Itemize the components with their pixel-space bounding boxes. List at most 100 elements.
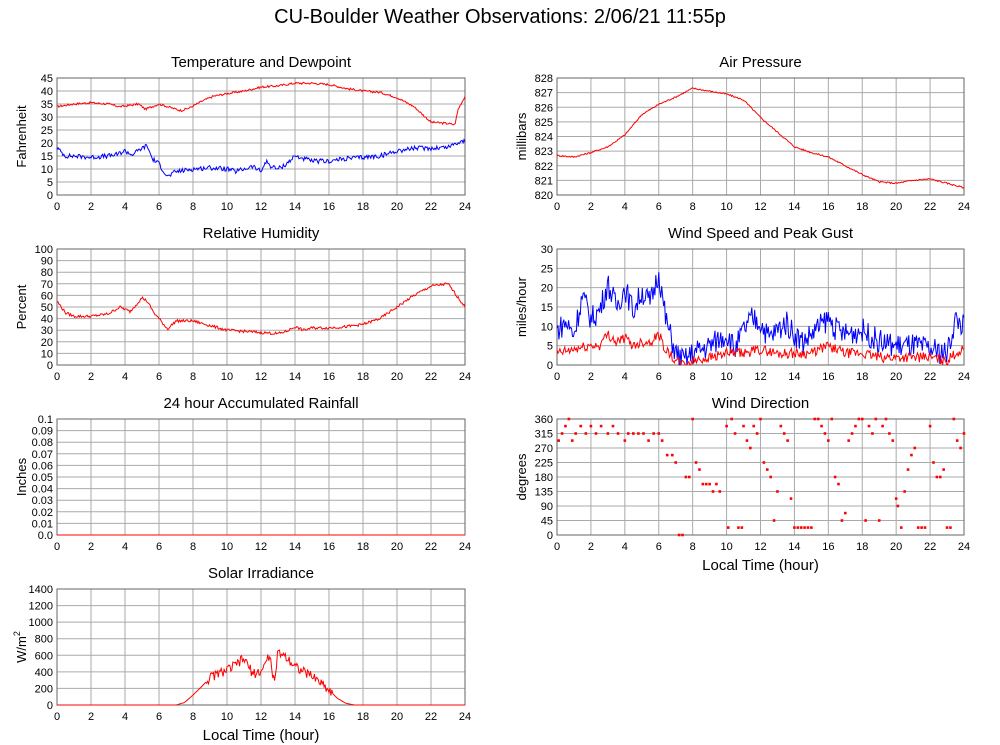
solar-xtick-label: 14 — [289, 711, 301, 723]
rain-xtick-label: 2 — [88, 541, 94, 553]
direction-xtick-label: 18 — [856, 541, 868, 553]
direction-xtick-label: 20 — [890, 541, 902, 553]
pressure-ytick-label: 821 — [535, 175, 553, 187]
wind-xtick-label: 4 — [622, 371, 628, 383]
humidity-ytick-label: 20 — [41, 337, 53, 349]
pressure-ylabel: millibars — [514, 112, 529, 160]
humidity-xtick-label: 8 — [190, 371, 196, 383]
direction-xtick-label: 8 — [690, 541, 696, 553]
temperature-series-line — [56, 81, 466, 126]
temperature-series-line — [56, 138, 466, 178]
direction-point — [660, 439, 664, 442]
direction-point — [606, 432, 610, 435]
direction-point — [626, 432, 630, 435]
direction-xtick-label: 16 — [822, 541, 834, 553]
direction-point — [796, 526, 800, 529]
temperature-xtick-label: 20 — [391, 201, 403, 213]
direction-ytick-label: 180 — [535, 472, 553, 484]
temperature-ytick-label: 0 — [47, 190, 53, 202]
wind-xtick-label: 22 — [924, 371, 936, 383]
direction-point — [769, 475, 772, 479]
direction-ytick-label: 135 — [535, 487, 553, 499]
temperature-xtick-label: 0 — [54, 201, 60, 213]
rain-xtick-label: 6 — [156, 541, 162, 553]
direction-point — [584, 432, 588, 435]
rain-xtick-label: 12 — [255, 541, 267, 553]
page-title: CU-Boulder Weather Observations: 2/06/21… — [274, 6, 726, 28]
direction-ytick-label: 90 — [541, 501, 553, 513]
direction-point — [786, 439, 789, 442]
direction-point — [740, 526, 744, 529]
direction-point — [854, 424, 857, 428]
temperature-ytick-label: 20 — [41, 138, 53, 150]
direction-point — [755, 432, 759, 435]
direction-point — [779, 424, 783, 428]
direction-point — [745, 439, 749, 442]
direction-point — [681, 533, 684, 537]
rain-ytick-label: 0.02 — [32, 507, 53, 519]
direction-ytick-label: 360 — [535, 414, 553, 426]
pressure-plot-frame — [556, 77, 965, 196]
direction-point — [896, 504, 900, 508]
direction-point — [776, 490, 779, 493]
rain-title: 24 hour Accumulated Rainfall — [163, 395, 358, 412]
pressure-xtick-label: 22 — [924, 201, 936, 213]
pressure-xtick-label: 20 — [890, 201, 902, 213]
direction-ytick-label: 270 — [535, 443, 553, 455]
rain-ytick-label: 0.05 — [32, 472, 53, 484]
direction-point — [920, 526, 923, 529]
solar-xtick-label: 18 — [357, 711, 369, 723]
pressure-title: Air Pressure — [719, 54, 802, 71]
direction-xtick-label: 22 — [924, 541, 936, 553]
direction-point — [557, 439, 560, 442]
direction-point — [652, 432, 655, 435]
direction-point — [867, 424, 871, 428]
direction-point — [711, 490, 715, 493]
wind-xtick-label: 18 — [856, 371, 868, 383]
temperature-ytick-label: 45 — [41, 73, 53, 85]
pressure-ytick-label: 828 — [535, 73, 553, 85]
humidity-xtick-label: 0 — [54, 371, 60, 383]
direction-point — [910, 453, 913, 457]
direction-point — [830, 417, 834, 421]
pressure-xtick-label: 18 — [856, 201, 868, 213]
direction-point — [691, 417, 694, 421]
wind-xtick-label: 8 — [690, 371, 696, 383]
humidity-xtick-label: 24 — [459, 371, 471, 383]
wind-xtick-label: 10 — [720, 371, 732, 383]
solar-ytick-label: 1000 — [29, 617, 53, 629]
pressure-ytick-label: 824 — [535, 132, 553, 144]
direction-point — [665, 453, 669, 457]
direction-point — [928, 424, 932, 428]
direction-point — [823, 432, 827, 435]
rain-xtick-label: 8 — [190, 541, 196, 553]
direction-point — [810, 526, 813, 529]
direction-point — [611, 424, 615, 428]
pressure-series-line — [556, 87, 965, 189]
direction-ytick-label: 0 — [547, 530, 553, 542]
temperature-xtick-label: 18 — [357, 201, 369, 213]
temperature-xtick-label: 14 — [289, 201, 301, 213]
direction-point — [864, 519, 867, 522]
temperature-ytick-label: 5 — [47, 177, 53, 189]
direction-point — [949, 526, 952, 529]
rain-xtick-label: 10 — [221, 541, 233, 553]
direction-xlabel: Local Time (hour) — [702, 557, 819, 574]
solar-xtick-label: 10 — [221, 711, 233, 723]
rain-ytick-label: 0.1 — [38, 414, 53, 426]
direction-point — [840, 519, 844, 522]
direction-point — [762, 461, 766, 464]
rain-xtick-label: 4 — [122, 541, 128, 553]
direction-point — [888, 432, 891, 435]
direction-point — [742, 424, 745, 428]
direction-point — [701, 482, 705, 486]
rain-xtick-label: 14 — [289, 541, 301, 553]
rain-ytick-label: 0.06 — [32, 460, 53, 472]
direction-point — [687, 475, 691, 479]
direction-point — [674, 461, 678, 464]
humidity-ytick-label: 30 — [41, 325, 53, 337]
direction-point — [820, 424, 823, 428]
